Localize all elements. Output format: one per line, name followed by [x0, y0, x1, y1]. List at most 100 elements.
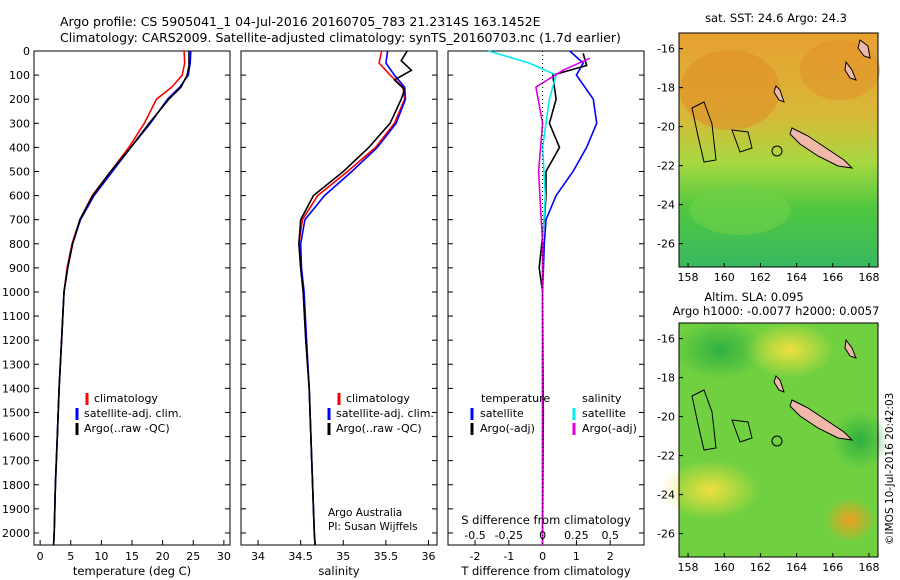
diff-legend-s-argo-label: Argo(-adj)	[582, 422, 637, 435]
diff-legend-t-satellite-label: satellite	[480, 407, 524, 420]
sla-map-frame	[678, 322, 879, 558]
depth-tick-label: 1700	[2, 455, 30, 468]
s-tick-label: -0.5	[464, 529, 485, 542]
sst-map-title: sat. SST: 24.6 Argo: 24.3	[705, 11, 847, 25]
temperature-legend: climatology satellite-adj. clim. Argo(..…	[75, 392, 182, 435]
series-climatology	[52, 50, 186, 546]
series-argo	[298, 50, 413, 546]
map2Axes-lat-label: -24	[657, 489, 675, 502]
tempPlot-xtick-label: 0	[37, 550, 44, 563]
sla-low-patch	[675, 320, 765, 380]
depth-tick-label: 1900	[2, 503, 30, 516]
map1Axes-lat-label: -16	[657, 43, 675, 56]
diff-legend-t-argo-label: Argo(-adj)	[480, 422, 535, 435]
depth-tick-label: 300	[9, 117, 30, 130]
legend-argo-label: Argo(..raw -QC)	[84, 422, 170, 435]
tempPlot-xtick-label: 25	[186, 550, 200, 563]
depth-tick-label: 1800	[2, 479, 30, 492]
series-satellite	[299, 50, 407, 546]
chesterfield-reef-outline	[691, 101, 717, 163]
diff-legend-s-satellite-label: satellite	[582, 407, 626, 420]
s-tick-label: 0.25	[564, 529, 589, 542]
depth-tick-label: 900	[9, 262, 30, 275]
argo-australia-label: Argo Australia	[328, 507, 402, 519]
new-caledonia-land	[789, 127, 854, 169]
map1Axes-lat-label: -22	[657, 160, 675, 173]
map1Axes-lat-label: -20	[657, 121, 675, 134]
map1Axes-lat-label: -24	[657, 199, 675, 212]
map1Axes-lon-label: 168	[858, 271, 879, 284]
sla-high-patch-2	[660, 460, 760, 520]
diffPlot-xtick-label: 1	[573, 550, 580, 563]
map1Axes-lat-label: -26	[657, 238, 675, 251]
sal-legend-climatology-label: climatology	[346, 392, 410, 405]
map1Axes-lat-label: -18	[657, 82, 675, 95]
s-tick-label: 0.5	[601, 529, 619, 542]
sst-cool-patch	[690, 185, 790, 235]
map2Axes-lat-label: -16	[657, 333, 675, 346]
map2Axes-lon-label: 162	[750, 561, 771, 574]
map2Axes-lat-label: -26	[657, 528, 675, 541]
depth-tick-label: 2000	[2, 527, 30, 540]
diffPlot-xtick-label: -2	[470, 550, 481, 563]
header-line-2: Climatology: CARS2009. Satellite-adjuste…	[60, 30, 621, 45]
salinity-panel-frame	[240, 50, 438, 546]
sla-peak-patch	[824, 498, 876, 542]
s-difference-xlabel: S difference from climatology	[461, 513, 631, 527]
new-caledonia-land-2	[789, 399, 854, 441]
legend-title-temperature: temperature	[481, 392, 550, 405]
sst-warm-patch-2	[800, 40, 880, 100]
salPlot-xtick-label: 35.5	[374, 550, 399, 563]
depth-tick-label: 1100	[2, 310, 30, 323]
series-argo	[52, 51, 190, 546]
salPlot-xtick-label: 35	[336, 550, 350, 563]
depth-tick-label: 400	[9, 141, 30, 154]
sal-legend-argo-label: Argo(..raw -QC)	[336, 422, 422, 435]
vanuatu-island-2	[857, 39, 871, 59]
depth-tick-label: 1000	[2, 286, 30, 299]
s-tick-label: -0.25	[495, 529, 523, 542]
map1Axes-lon-label: 158	[678, 271, 699, 284]
map2Axes-lon-label: 158	[678, 561, 699, 574]
map1Axes-lon-label: 164	[786, 271, 807, 284]
chesterfield-reef-outline-2	[691, 389, 717, 451]
vanuatu-island	[844, 60, 857, 81]
diffPlot-xtick-label: 0	[539, 550, 546, 563]
sla-map-axes: 158 160 162 164 166 168 -16 -18 -20 -22 -24 -26	[657, 333, 879, 574]
s-tick-label: 0	[539, 529, 546, 542]
tempPlot-xtick-label: 30	[217, 550, 231, 563]
series-satellite	[52, 50, 192, 546]
tempPlot-xtick-label: 10	[94, 550, 108, 563]
vanuatu-island-3	[844, 338, 857, 359]
series-t-argo	[538, 53, 588, 546]
tempPlot-xtick-label: 5	[67, 550, 74, 563]
t-difference-xlabel: T difference from climatology	[460, 564, 631, 578]
map2Axes-lon-label: 164	[786, 561, 807, 574]
loyalty-island	[773, 85, 785, 103]
sla-high-patch	[745, 322, 835, 378]
legend-title-salinity: salinity	[582, 392, 622, 405]
temperature-xlabel: temperature (deg C)	[73, 564, 191, 578]
temperature-plot: 0 5 10 15 20 25 300100200300400500600700800900…	[2, 45, 231, 563]
depth-tick-label: 1400	[2, 382, 30, 395]
salinity-xlabel: salinity	[318, 564, 359, 578]
reef-outline	[731, 129, 753, 153]
legend-satellite-label: satellite-adj. clim.	[84, 407, 182, 420]
depth-tick-label: 0	[23, 45, 30, 58]
imos-credit: ©IMOS 10-Jul-2016 20:42:03	[884, 393, 896, 545]
sla-map-subtitle: Argo h1000: -0.0077 h2000: 0.0057	[673, 304, 880, 318]
tempPlot-xtick-label: 15	[125, 550, 139, 563]
depth-tick-label: 500	[9, 165, 30, 178]
argo-float-marker-2	[771, 435, 783, 447]
sst-map-frame	[678, 32, 879, 268]
depth-tick-label: 700	[9, 214, 30, 227]
series-s-argo	[535, 57, 591, 545]
diffPlot-xtick-label: -1	[503, 550, 514, 563]
salinity-plot: 34 34.5 35 35.5 36	[241, 50, 437, 563]
argo-float-marker	[771, 145, 783, 157]
map1Axes-lon-label: 166	[822, 271, 843, 284]
legend-climatology-label: climatology	[94, 392, 158, 405]
sst-map	[678, 32, 880, 268]
sla-map-title: Altim. SLA: 0.095	[704, 290, 803, 304]
